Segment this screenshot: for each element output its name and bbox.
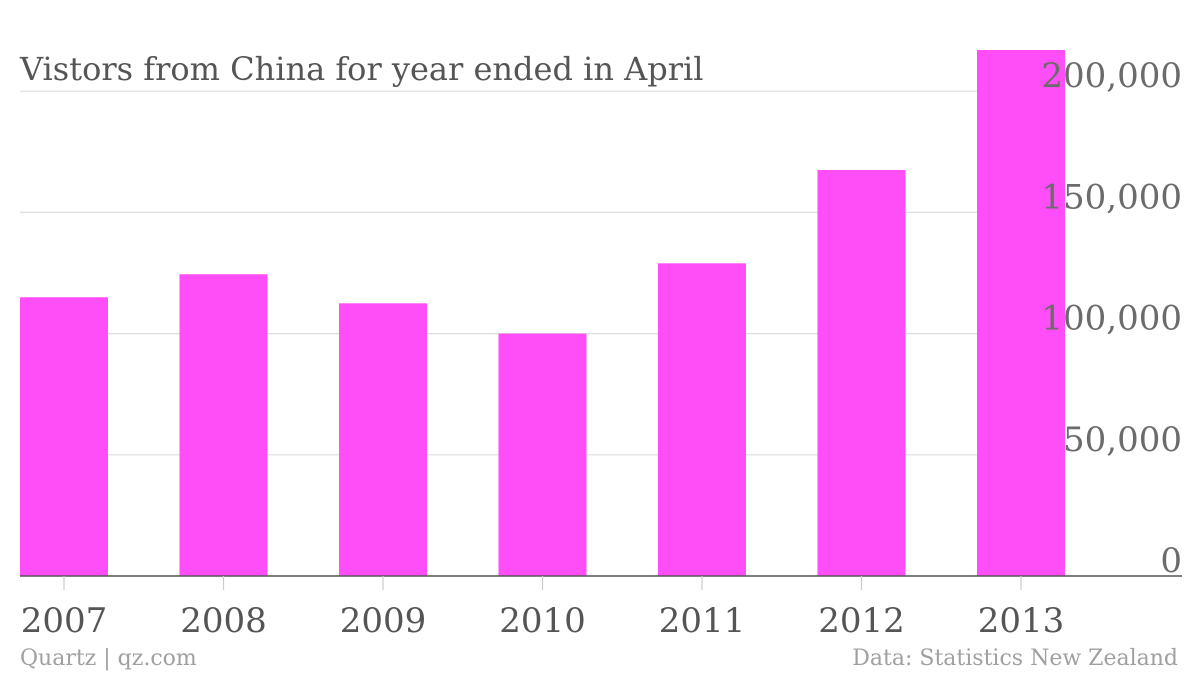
y-axis: 0 50,000 100,000 150,000 200,000 <box>1041 56 1182 581</box>
bars <box>20 50 1065 576</box>
y-tick-label: 0 <box>1160 541 1182 581</box>
x-tick-label: 2013 <box>978 601 1065 641</box>
footer-credit: Quartz | qz.com <box>20 646 197 671</box>
x-tick-label: 2010 <box>499 601 586 641</box>
footer-source: Data: Statistics New Zealand <box>852 646 1178 671</box>
bar-2007 <box>20 297 108 576</box>
bar-2009 <box>339 303 427 576</box>
x-axis: 2007 2008 2009 2010 2011 2012 2013 <box>20 575 1182 641</box>
x-tick-label: 2012 <box>818 601 905 641</box>
y-tick-label: 150,000 <box>1041 177 1182 217</box>
bar-2013 <box>977 50 1065 576</box>
y-tick-label: 200,000 <box>1041 56 1182 96</box>
x-tick-label: 2011 <box>659 601 746 641</box>
bar-2012 <box>817 169 906 576</box>
y-tick-label: 100,000 <box>1041 299 1182 339</box>
x-tick-label: 2007 <box>21 601 108 641</box>
x-tick-label: 2008 <box>180 601 267 641</box>
bar-2010 <box>498 333 587 576</box>
chart-title: Vistors from China for year ended in Apr… <box>20 50 704 88</box>
x-tick-label: 2009 <box>340 601 427 641</box>
y-tick-label: 50,000 <box>1063 420 1182 460</box>
bar-2011 <box>658 263 746 576</box>
bar-2008 <box>179 274 268 576</box>
